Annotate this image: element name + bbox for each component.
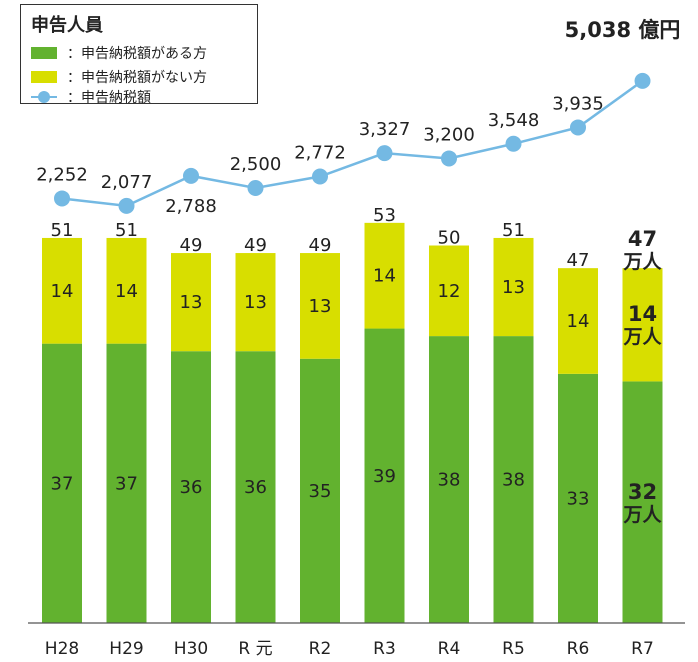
x-tick-label: H30 <box>174 639 208 659</box>
value-label-total: 49 <box>309 235 332 256</box>
value-label-with-tax: 37 <box>115 473 138 494</box>
bar-without-tax <box>622 268 663 382</box>
tax-amount-point <box>441 150 457 167</box>
value-label-without-tax: 13 <box>180 292 203 313</box>
bar-with-tax <box>42 343 82 623</box>
legend-item-with-tax: ：申告納税額がある方 <box>31 43 207 63</box>
tax-amount-label: 2,772 <box>294 143 346 164</box>
value-label-total: 47 <box>628 227 657 251</box>
value-label-without-tax: 14 <box>51 281 74 302</box>
legend-swatch-green <box>31 47 57 59</box>
value-label-total: 53 <box>373 205 396 226</box>
bar-with-tax <box>558 373 598 623</box>
unit-label: 万人 <box>622 251 662 273</box>
x-tick-label: H29 <box>109 639 143 659</box>
tax-amount-point <box>634 72 651 89</box>
tax-amount-label: 5,038 億円 <box>565 18 681 42</box>
tax-amount-point <box>118 197 135 214</box>
bar-without-tax <box>429 245 469 337</box>
value-label-with-tax: 38 <box>438 470 461 491</box>
legend-title: 申告人員 <box>31 15 103 36</box>
labels-layer: 37 14 51 H28 37 14 51 H29 36 13 49 H30 36 13 49 R 元 35 13… <box>36 18 680 659</box>
tax-amount-label: 3,200 <box>423 124 475 145</box>
tax-amount-point <box>312 168 328 185</box>
value-label-without-tax: 13 <box>244 292 267 313</box>
legend-label: ：申告納税額 <box>67 90 151 106</box>
bar-without-tax <box>171 253 211 352</box>
legend-swatch-yellow <box>31 71 57 83</box>
value-label-total: 51 <box>51 220 74 241</box>
bar-without-tax <box>106 237 147 344</box>
x-tick-label: R3 <box>373 639 396 659</box>
value-label-with-tax: 38 <box>502 470 525 491</box>
value-label-without-tax: 14 <box>567 311 590 332</box>
value-label-total: 49 <box>180 235 203 256</box>
value-label-without-tax: 14 <box>628 302 657 326</box>
legend-label: ：申告納税額がない方 <box>67 70 207 86</box>
unit-label: 万人 <box>622 326 662 348</box>
x-tick-label: R5 <box>502 639 525 659</box>
x-tick-label: R2 <box>309 639 332 659</box>
tax-amount-label: 3,935 <box>552 93 604 114</box>
tax-amount-point <box>376 145 393 162</box>
value-label-with-tax: 36 <box>244 477 267 498</box>
legend-label: ：申告納税額がある方 <box>67 46 207 62</box>
bar-without-tax <box>364 222 405 329</box>
value-label-without-tax: 14 <box>115 281 138 302</box>
x-tick-label: R7 <box>631 639 654 659</box>
tax-amount-label: 2,500 <box>230 154 282 175</box>
value-label-without-tax: 13 <box>502 277 525 298</box>
value-label-with-tax: 37 <box>51 473 74 494</box>
tax-amount-point <box>505 135 522 152</box>
bar-with-tax <box>493 336 534 623</box>
bar-with-tax <box>300 358 340 623</box>
bar-with-tax <box>622 381 663 623</box>
legend-swatch-line <box>31 91 57 103</box>
tax-amount-label: 2,077 <box>101 172 153 193</box>
bars-layer <box>42 222 663 623</box>
bar-with-tax <box>106 343 147 623</box>
line-layer <box>54 72 651 214</box>
tax-amount-point <box>54 190 70 207</box>
bar-without-tax <box>42 237 82 344</box>
bar-with-tax <box>364 328 405 623</box>
legend: 申告人員 ：申告納税額がある方 ：申告納税額がない方 ：申告納税額 <box>20 4 258 107</box>
value-label-without-tax: 14 <box>373 266 396 287</box>
x-tick-label: H28 <box>45 639 79 659</box>
bar-with-tax <box>171 351 211 623</box>
value-label-with-tax: 32 <box>628 480 657 504</box>
tax-amount-label: 3,548 <box>488 110 540 131</box>
tax-amount-line <box>61 79 644 208</box>
tax-amount-label: 2,252 <box>36 164 88 185</box>
value-label-with-tax: 36 <box>180 477 203 498</box>
x-tick-label: R 元 <box>238 639 272 659</box>
unit-label: 万人 <box>622 504 662 526</box>
value-label-with-tax: 35 <box>309 481 332 502</box>
bar-without-tax <box>300 253 340 359</box>
x-tick-label: R4 <box>438 639 461 659</box>
tax-amount-label: 3,327 <box>359 119 411 140</box>
bar-without-tax <box>235 253 276 352</box>
value-label-with-tax: 39 <box>373 466 396 487</box>
value-label-total: 50 <box>438 228 461 249</box>
tax-amount-point <box>183 167 199 184</box>
tax-amount-label: 2,788 <box>165 196 217 217</box>
value-label-without-tax: 13 <box>309 296 332 317</box>
bar-with-tax <box>235 351 276 623</box>
legend-item-without-tax: ：申告納税額がない方 <box>31 67 207 87</box>
value-label-total: 47 <box>567 250 590 271</box>
value-label-total: 51 <box>502 220 525 241</box>
x-tick-label: R6 <box>567 639 590 659</box>
legend-item-tax-amount: ：申告納税額 <box>31 87 151 107</box>
value-label-with-tax: 33 <box>567 488 590 509</box>
tax-amount-point <box>247 180 264 196</box>
value-label-total: 49 <box>244 235 267 256</box>
bar-without-tax <box>558 268 598 374</box>
tax-amount-point <box>570 119 586 136</box>
bar-with-tax <box>429 336 469 623</box>
value-label-total: 51 <box>115 220 138 241</box>
bar-without-tax <box>493 237 534 337</box>
value-label-without-tax: 12 <box>438 281 461 302</box>
